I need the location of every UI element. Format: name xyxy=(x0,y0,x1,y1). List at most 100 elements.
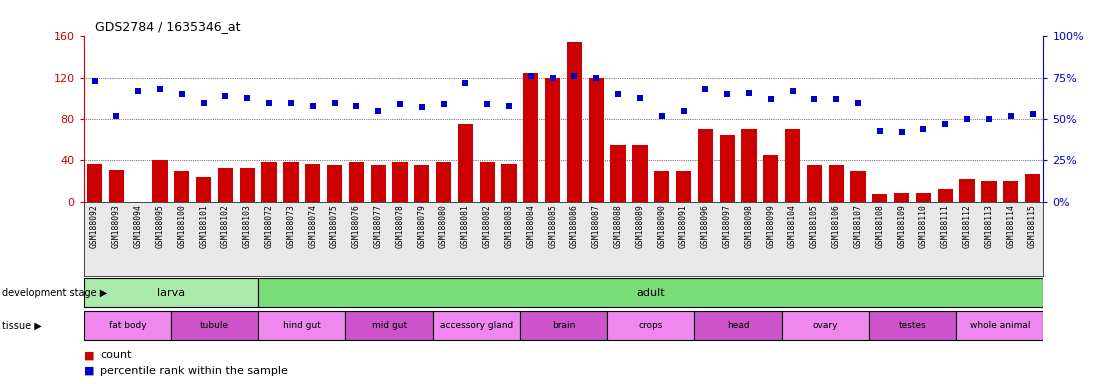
Text: GSM188111: GSM188111 xyxy=(941,204,950,248)
Bar xyxy=(916,194,931,202)
Bar xyxy=(171,311,258,340)
Point xyxy=(391,101,408,107)
Text: GSM188074: GSM188074 xyxy=(308,204,317,248)
Point xyxy=(849,99,867,106)
Bar xyxy=(676,170,691,202)
Text: GSM188078: GSM188078 xyxy=(395,204,404,248)
Point xyxy=(870,127,888,134)
Bar xyxy=(720,134,734,202)
Text: fat body: fat body xyxy=(108,321,146,330)
Text: GSM188109: GSM188109 xyxy=(897,204,906,248)
Bar xyxy=(741,129,757,202)
Point xyxy=(435,101,453,107)
Text: tissue ▶: tissue ▶ xyxy=(2,320,42,331)
Point xyxy=(500,103,518,109)
Text: GSM188079: GSM188079 xyxy=(417,204,426,248)
Point xyxy=(609,91,627,98)
Bar xyxy=(84,311,171,340)
Bar xyxy=(480,162,494,202)
Text: GSM188089: GSM188089 xyxy=(635,204,644,248)
Point xyxy=(260,99,278,106)
Point xyxy=(653,113,671,119)
Bar xyxy=(869,311,956,340)
Text: GSM188104: GSM188104 xyxy=(788,204,797,248)
Text: GSM188098: GSM188098 xyxy=(744,204,753,248)
Text: GSM188115: GSM188115 xyxy=(1028,204,1037,248)
Text: GDS2784 / 1635346_at: GDS2784 / 1635346_at xyxy=(95,20,240,33)
Point xyxy=(326,99,344,106)
Text: larva: larva xyxy=(157,288,185,298)
Text: GSM188100: GSM188100 xyxy=(177,204,186,248)
Text: GSM188092: GSM188092 xyxy=(90,204,99,248)
Bar xyxy=(218,167,233,202)
Point xyxy=(827,96,845,102)
Point xyxy=(456,79,474,86)
Text: GSM188091: GSM188091 xyxy=(679,204,689,248)
Text: brain: brain xyxy=(552,321,575,330)
Bar xyxy=(436,162,451,202)
Bar xyxy=(654,170,670,202)
Bar xyxy=(520,311,607,340)
Bar xyxy=(371,166,386,202)
Bar xyxy=(607,311,694,340)
Point xyxy=(282,99,300,106)
Point xyxy=(806,96,824,102)
Bar xyxy=(283,162,299,202)
Point xyxy=(86,78,104,84)
Bar xyxy=(87,164,103,202)
Point xyxy=(369,108,387,114)
Bar xyxy=(414,166,430,202)
Bar xyxy=(108,170,124,202)
Text: GSM188083: GSM188083 xyxy=(504,204,513,248)
Bar xyxy=(84,278,258,308)
Text: GSM188082: GSM188082 xyxy=(483,204,492,248)
Bar xyxy=(261,162,277,202)
Bar xyxy=(698,129,713,202)
Point xyxy=(543,74,561,81)
Bar xyxy=(694,311,781,340)
Bar xyxy=(433,311,520,340)
Bar xyxy=(807,166,822,202)
Text: GSM188073: GSM188073 xyxy=(287,204,296,248)
Bar xyxy=(240,167,254,202)
Text: GSM188106: GSM188106 xyxy=(831,204,840,248)
Text: GSM188076: GSM188076 xyxy=(352,204,360,248)
Text: GSM188087: GSM188087 xyxy=(591,204,600,248)
Bar xyxy=(633,145,647,202)
Text: GSM188090: GSM188090 xyxy=(657,204,666,248)
Bar xyxy=(588,78,604,202)
Point xyxy=(239,94,257,101)
Text: GSM188102: GSM188102 xyxy=(221,204,230,248)
Point xyxy=(980,116,998,122)
Bar xyxy=(850,170,866,202)
Text: GSM188101: GSM188101 xyxy=(199,204,209,248)
Text: GSM188097: GSM188097 xyxy=(723,204,732,248)
Bar xyxy=(348,162,364,202)
Bar xyxy=(828,166,844,202)
Bar xyxy=(258,278,1043,308)
Bar xyxy=(196,177,211,202)
Text: testes: testes xyxy=(898,321,926,330)
Bar xyxy=(981,181,997,202)
Bar xyxy=(960,179,974,202)
Bar xyxy=(781,311,869,340)
Text: count: count xyxy=(100,350,132,360)
Text: ■: ■ xyxy=(84,366,98,376)
Point xyxy=(915,126,933,132)
Text: GSM188103: GSM188103 xyxy=(243,204,252,248)
Bar xyxy=(785,129,800,202)
Text: GSM188114: GSM188114 xyxy=(1007,204,1016,248)
Bar xyxy=(894,194,910,202)
Text: percentile rank within the sample: percentile rank within the sample xyxy=(100,366,288,376)
Bar xyxy=(458,124,473,202)
Bar xyxy=(174,170,190,202)
Point xyxy=(173,91,191,98)
Point xyxy=(107,113,125,119)
Bar xyxy=(937,189,953,202)
Bar xyxy=(873,194,887,202)
Point xyxy=(566,73,584,79)
Text: GSM188096: GSM188096 xyxy=(701,204,710,248)
Point xyxy=(587,74,605,81)
Text: GSM188075: GSM188075 xyxy=(330,204,339,248)
Text: GSM188099: GSM188099 xyxy=(767,204,776,248)
